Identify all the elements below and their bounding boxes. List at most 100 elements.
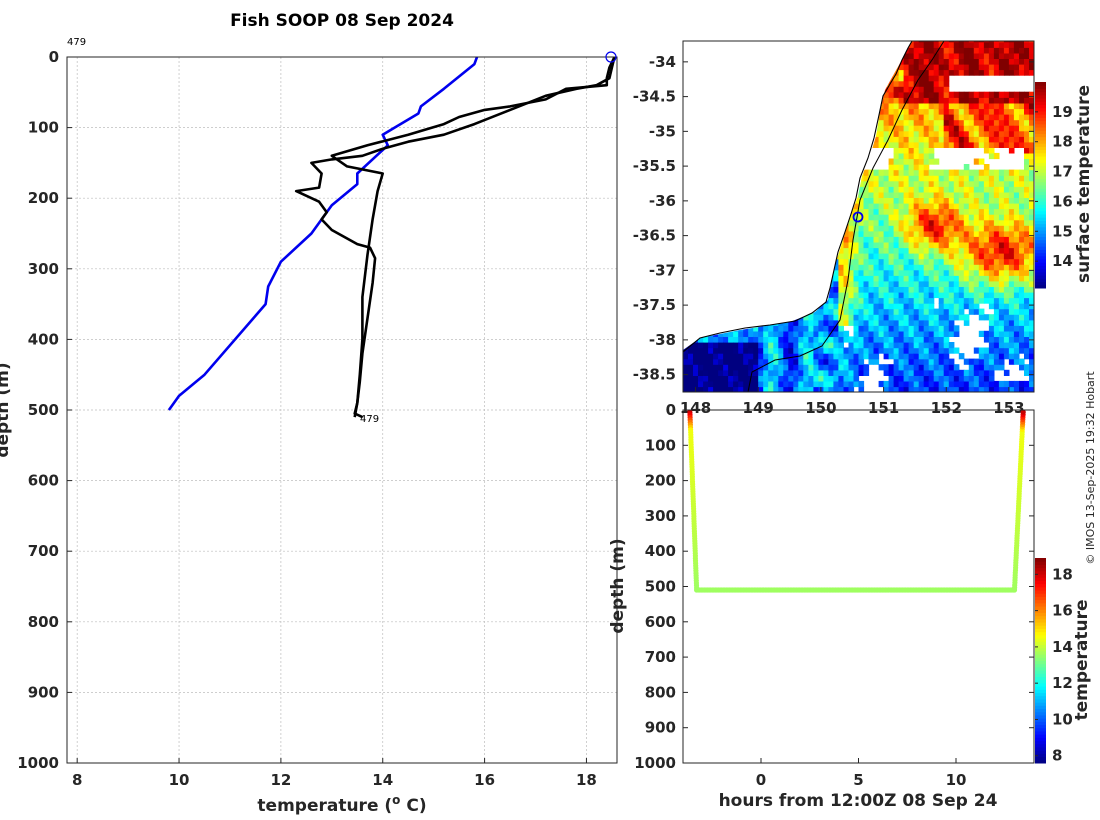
sst-cell — [873, 230, 880, 237]
sst-cell — [958, 136, 965, 143]
sst-cell — [988, 180, 995, 187]
sst-cell — [893, 280, 900, 287]
sst-cell — [958, 353, 965, 360]
sst-cell — [983, 253, 990, 260]
sst-cell — [978, 230, 985, 237]
sst-cell — [898, 253, 905, 260]
sst-cell — [913, 58, 920, 65]
sst-cell — [948, 119, 955, 126]
sst-cell — [1029, 297, 1034, 304]
sst-cell — [963, 63, 970, 71]
sst-cell — [978, 264, 985, 271]
sst-colorbar-tick-label: 14 — [1052, 252, 1073, 270]
temperature-colorbar-segment — [1035, 574, 1046, 578]
sst-cell — [913, 169, 920, 176]
sst-cell — [1008, 119, 1015, 126]
sst-cell — [1024, 269, 1030, 276]
sst-cell — [958, 180, 965, 187]
sst-cell — [1003, 291, 1010, 299]
sst-cell — [913, 197, 920, 204]
sst-cell — [903, 353, 910, 360]
sst-cell — [1003, 319, 1010, 326]
sst-cell — [1029, 202, 1034, 210]
sst-cell — [763, 347, 769, 354]
sst-cell — [853, 225, 860, 232]
sst-cell — [868, 342, 875, 349]
sst-cell — [923, 314, 930, 321]
sst-cell — [923, 230, 930, 237]
sst-cell — [983, 175, 990, 182]
temperature-colorbar-segment — [1035, 618, 1046, 623]
sst-cell — [918, 202, 925, 210]
sst-cell — [1029, 219, 1034, 226]
sst-cell — [963, 180, 970, 187]
sst-cell — [703, 375, 709, 382]
sst-cell — [938, 297, 945, 304]
sst-cell — [998, 191, 1005, 198]
sst-colorbar-segment — [1035, 114, 1046, 118]
sst-cell — [868, 325, 875, 332]
sst-cell — [853, 230, 860, 237]
sst-cell — [1029, 208, 1034, 215]
sst-cell — [773, 364, 779, 371]
sst-cell — [848, 375, 855, 382]
sst-cell — [978, 47, 985, 54]
sst-cell — [978, 258, 985, 265]
temperature-colorbar-segment — [1035, 631, 1046, 636]
sst-cell — [893, 169, 900, 176]
sst-cell — [723, 342, 729, 349]
sst-cell — [868, 275, 875, 282]
sst-cell — [923, 69, 930, 76]
sst-cell — [923, 325, 930, 332]
sst-cell — [958, 191, 965, 198]
sst-cell — [693, 380, 699, 388]
sst-cell — [943, 119, 950, 126]
sst-cell — [778, 347, 784, 354]
sst-colorbar-segment — [1035, 149, 1046, 154]
sst-cell — [978, 102, 985, 110]
sst-cell — [1003, 342, 1010, 349]
sst-cell — [938, 47, 945, 54]
sst-cell — [898, 247, 905, 254]
sst-colorbar-segment — [1035, 172, 1046, 176]
sst-cell — [963, 280, 970, 287]
sst-cell — [993, 280, 1000, 287]
sst-cell — [938, 386, 945, 392]
sst-cell — [988, 125, 995, 132]
sst-cell — [993, 258, 1000, 265]
sst-cell — [843, 314, 850, 321]
sst-cell — [963, 119, 970, 126]
sst-cell — [918, 386, 925, 392]
sst-cell — [988, 191, 995, 198]
sst-cell — [1029, 230, 1034, 237]
sst-cell — [958, 258, 965, 265]
sst-cell — [828, 375, 834, 382]
sst-cell — [773, 380, 779, 388]
sst-cell — [993, 186, 1000, 193]
temperature-colorbar-segment — [1035, 746, 1046, 751]
temperature-colorbar-segment — [1035, 708, 1046, 713]
sst-cell — [1003, 275, 1010, 282]
sst-cell — [863, 303, 870, 310]
sst-cell — [873, 253, 880, 260]
sst-colorbar-segment — [1035, 110, 1046, 115]
sst-colorbar-segment — [1035, 143, 1046, 147]
sst-cell — [888, 375, 895, 382]
sst-cell — [843, 253, 850, 260]
sst-cell — [943, 380, 950, 388]
sst-cell — [893, 91, 900, 98]
sst-cell — [903, 130, 910, 137]
sst-cell — [943, 80, 950, 87]
sst-cell — [833, 369, 839, 376]
sst-cell — [848, 353, 855, 360]
sst-cell — [963, 291, 970, 299]
sst-cell — [993, 269, 1000, 276]
sst-cell — [963, 208, 970, 215]
map-lat-tick-label: -35.5 — [633, 157, 676, 175]
sst-cell — [903, 369, 910, 376]
sst-cell — [1019, 119, 1025, 126]
sst-cell — [1019, 297, 1025, 304]
sst-cell — [843, 358, 850, 365]
sst-cell — [868, 330, 875, 337]
sst-cell — [908, 264, 915, 271]
